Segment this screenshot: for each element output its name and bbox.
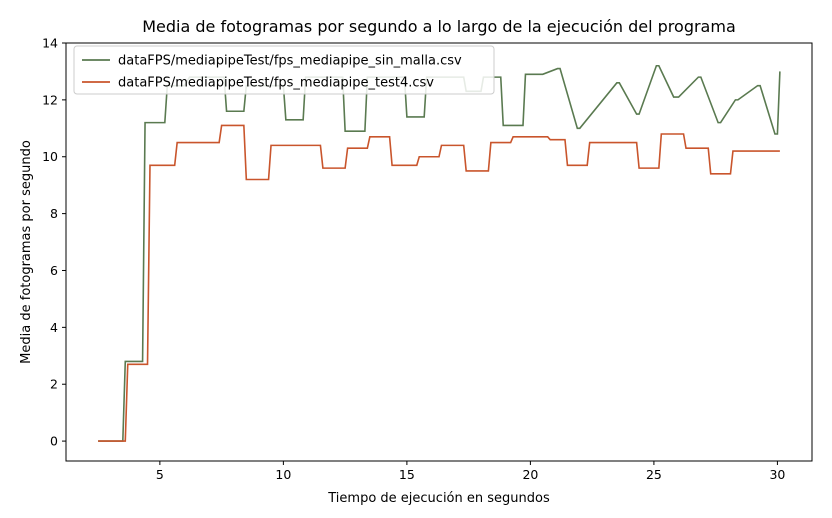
x-axis-label: Tiempo de ejecución en segundos (327, 491, 550, 506)
y-tick-label: 8 (50, 206, 58, 221)
legend-box (73, 45, 495, 95)
y-tick-label: 2 (50, 377, 58, 392)
chart-title: Media de fotogramas por segundo a lo lar… (142, 17, 736, 36)
axes-frame (65, 42, 813, 462)
y-tick-label: 0 (50, 434, 58, 449)
legend: dataFPS/mediapipeTest/fps_mediapipe_sin_… (73, 45, 495, 95)
x-tick-label: 30 (769, 467, 785, 482)
plot-area (98, 64, 781, 442)
y-tick-label: 4 (50, 320, 58, 335)
series-line-1 (98, 64, 781, 442)
x-axis: 5 10 15 20 25 30 (156, 461, 785, 482)
y-tick-label: 6 (50, 263, 58, 278)
y-tick-label: 12 (42, 92, 58, 107)
x-tick-label: 5 (156, 467, 164, 482)
y-axis: 0 2 4 6 8 10 12 14 (42, 36, 66, 449)
series-line-2 (98, 124, 780, 442)
x-tick-label: 20 (522, 467, 538, 482)
x-tick-label: 10 (275, 467, 291, 482)
y-tick-label: 14 (42, 36, 58, 51)
legend-label-2: dataFPS/mediapipeTest/fps_mediapipe_test… (118, 76, 434, 91)
x-tick-label: 15 (399, 467, 415, 482)
x-tick-label: 25 (646, 467, 662, 482)
legend-label-1: dataFPS/mediapipeTest/fps_mediapipe_sin_… (118, 54, 462, 69)
y-tick-label: 10 (42, 149, 58, 164)
y-axis-label: Media de fotogramas por segundo (19, 140, 34, 364)
